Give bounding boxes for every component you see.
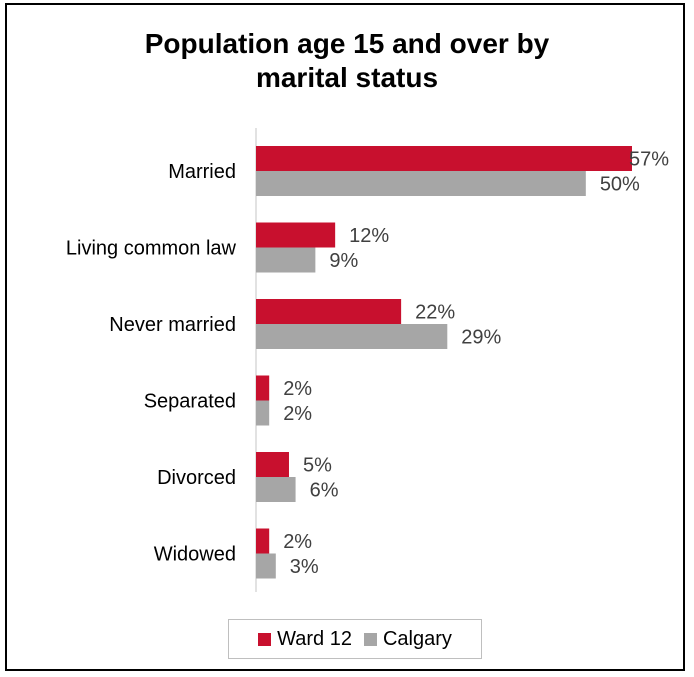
bar-ward-12-never-married (256, 299, 402, 324)
bar-calgary-living-common-law (256, 247, 316, 273)
legend-swatch-calgary (363, 632, 377, 646)
bar-ward-12-separated (256, 375, 270, 401)
bar-ward-12-divorced (256, 452, 289, 477)
bar-calgary-widowed (256, 553, 276, 579)
category-label-married: Married (168, 161, 236, 183)
bar-ward-12-living-common-law (256, 222, 336, 248)
value-label-ward-12-separated: 2% (283, 378, 312, 400)
value-label-ward-12-widowed: 2% (283, 531, 312, 553)
legend-swatch-ward-12 (258, 632, 272, 646)
legend-item-calgary: Calgary (363, 627, 452, 651)
category-label-never-married: Never married (109, 314, 236, 336)
value-label-calgary-widowed: 3% (290, 556, 319, 578)
legend-item-ward-12: Ward 12 (258, 628, 352, 651)
value-label-calgary-married: 50% (600, 174, 640, 196)
legend: Ward 12 Calgary (228, 619, 482, 659)
bar-calgary-divorced (256, 477, 296, 502)
value-label-ward-12-married: 57% (629, 149, 669, 171)
chart-title: Population age 15 and over by marital st… (0, 27, 694, 95)
category-label-divorced: Divorced (157, 467, 236, 489)
chart-title-line-1: Population age 15 and over by (144, 28, 550, 59)
value-label-ward-12-never-married: 22% (415, 302, 455, 324)
bar-calgary-separated (256, 400, 270, 426)
value-label-calgary-never-married: 29% (461, 327, 501, 349)
category-label-separated: Separated (144, 391, 236, 413)
value-label-ward-12-living-common-law: 12% (349, 225, 389, 247)
value-label-calgary-divorced: 6% (310, 480, 339, 502)
value-label-calgary-separated: 2% (283, 403, 312, 425)
bar-ward-12-widowed (256, 528, 270, 554)
value-label-calgary-living-common-law: 9% (329, 250, 358, 272)
category-label-widowed: Widowed (154, 544, 236, 566)
category-label-living-common-law: Living common law (66, 238, 237, 260)
bar-calgary-married (256, 171, 586, 196)
legend-label-calgary: Calgary (382, 627, 452, 650)
bar-calgary-never-married (256, 324, 448, 349)
bar-ward-12-married (256, 146, 632, 171)
chart-title-line-2: marital status (255, 62, 439, 93)
value-label-ward-12-divorced: 5% (303, 455, 332, 477)
legend-label-ward-12: Ward 12 (277, 627, 352, 650)
